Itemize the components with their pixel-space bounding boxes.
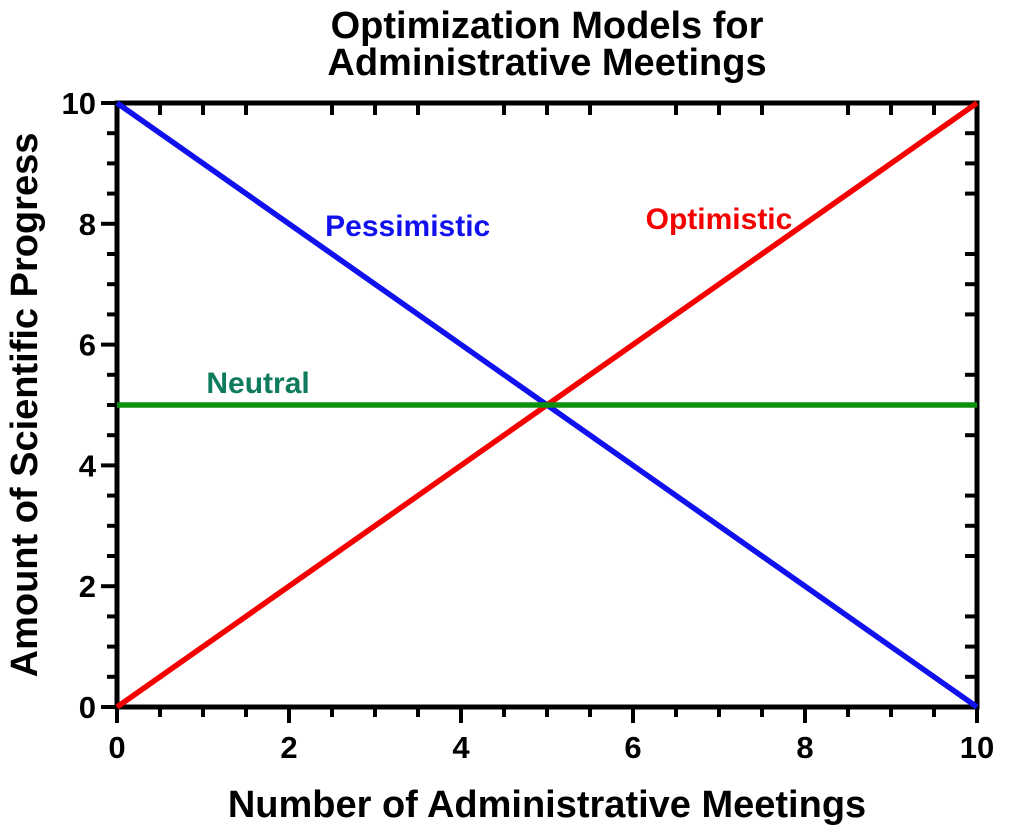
y-tick-label: 2 (79, 569, 96, 604)
x-tick-label: 6 (624, 730, 641, 765)
x-tick-label: 2 (280, 730, 297, 765)
chart-title-line1: Optimization Models for (331, 5, 764, 47)
optimistic-label: Optimistic (646, 203, 793, 236)
y-tick-label: 10 (62, 86, 96, 121)
y-tick-label: 6 (79, 328, 96, 363)
plot-area: 0 2 4 6 8 10 0 2 4 6 8 10 Pessimistic Optimistic Neutr… (62, 86, 995, 765)
x-tick-label: 4 (452, 730, 470, 765)
y-axis-title: Amount of Scientific Progress (4, 133, 46, 678)
x-tick-label: 10 (960, 730, 994, 765)
neutral-label: Neutral (206, 367, 309, 400)
x-tick-label: 0 (108, 730, 125, 765)
chart-title-line2: Administrative Meetings (327, 42, 766, 84)
y-tick-label: 4 (79, 448, 97, 483)
y-tick-label: 8 (79, 207, 96, 242)
x-tick-label: 8 (796, 730, 813, 765)
pessimistic-label: Pessimistic (325, 210, 490, 243)
x-axis-title: Number of Administrative Meetings (228, 784, 866, 826)
y-tick-label: 0 (79, 690, 96, 725)
